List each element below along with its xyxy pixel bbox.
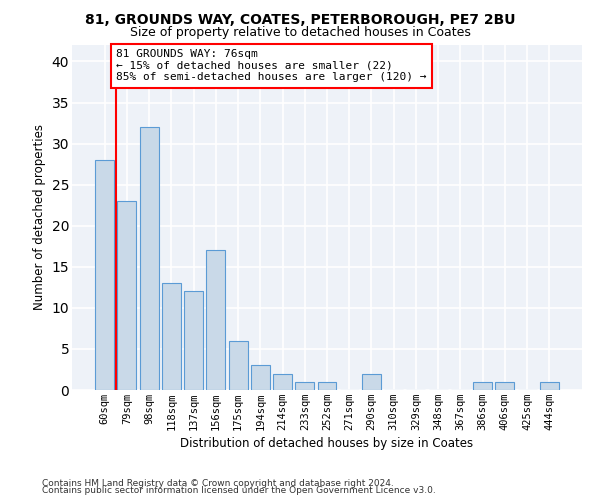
Bar	[496, 382, 514, 390]
Bar	[140, 127, 158, 390]
Text: Size of property relative to detached houses in Coates: Size of property relative to detached ho…	[130, 26, 470, 39]
Bar	[251, 366, 270, 390]
Text: Contains HM Land Registry data © Crown copyright and database right 2024.: Contains HM Land Registry data © Crown c…	[42, 478, 394, 488]
Bar	[162, 283, 181, 390]
Bar	[473, 382, 492, 390]
Bar	[206, 250, 225, 390]
Bar	[295, 382, 314, 390]
Bar	[540, 382, 559, 390]
Bar	[362, 374, 381, 390]
Bar	[317, 382, 337, 390]
Text: 81, GROUNDS WAY, COATES, PETERBOROUGH, PE7 2BU: 81, GROUNDS WAY, COATES, PETERBOROUGH, P…	[85, 12, 515, 26]
Bar	[229, 340, 248, 390]
Bar	[118, 201, 136, 390]
Y-axis label: Number of detached properties: Number of detached properties	[33, 124, 46, 310]
X-axis label: Distribution of detached houses by size in Coates: Distribution of detached houses by size …	[181, 437, 473, 450]
Bar	[273, 374, 292, 390]
Bar	[184, 292, 203, 390]
Bar	[95, 160, 114, 390]
Text: 81 GROUNDS WAY: 76sqm
← 15% of detached houses are smaller (22)
85% of semi-deta: 81 GROUNDS WAY: 76sqm ← 15% of detached …	[116, 49, 427, 82]
Text: Contains public sector information licensed under the Open Government Licence v3: Contains public sector information licen…	[42, 486, 436, 495]
